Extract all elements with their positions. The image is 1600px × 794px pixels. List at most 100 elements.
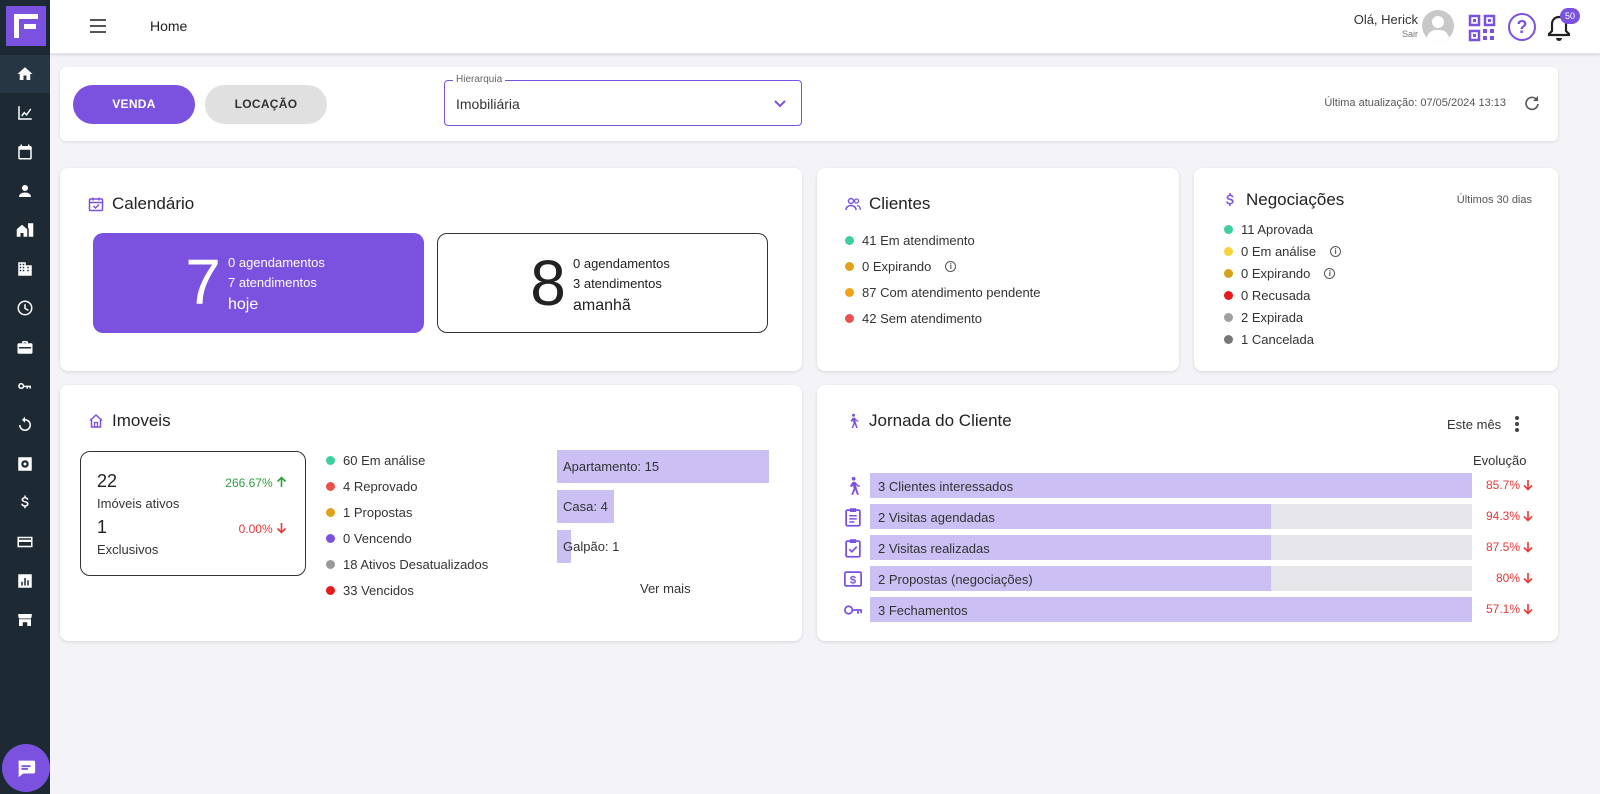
calendar-today-box[interactable]: 7 0 agendamentos 7 atendimentos hoje [93, 233, 424, 333]
info-icon[interactable]: i [1330, 245, 1342, 257]
menu-icon[interactable] [90, 19, 106, 33]
negotiation-stat-label: 0 Em análise [1241, 243, 1317, 259]
negotiation-stat-row[interactable]: 0 Em análise i [1224, 240, 1342, 262]
status-dot [326, 455, 335, 465]
negotiations-card-title: Negociações [1222, 190, 1344, 210]
calendar-check-icon [88, 197, 104, 212]
sidebar-item-properties[interactable] [0, 211, 50, 249]
journey-bar: 2 Visitas agendadas [870, 504, 1472, 529]
property-status-label: 1 Propostas [343, 504, 413, 520]
sidebar-item-condos[interactable] [0, 250, 50, 288]
people-icon [845, 197, 861, 211]
sidebar-item-business[interactable] [0, 328, 50, 366]
property-status-row[interactable]: 18 Ativos Desatualizados [326, 551, 488, 577]
sidebar-item-reports[interactable] [0, 562, 50, 600]
calendar-tomorrow-box[interactable]: 8 0 agendamentos 3 atendimentos amanhã [437, 233, 768, 333]
property-type-bar[interactable]: Casa: 4 [557, 490, 769, 523]
sidebar-item-home[interactable] [0, 55, 50, 93]
property-type-bar-fill [557, 490, 614, 523]
calendar-card-title: Calendário [88, 194, 194, 214]
qr-code-icon[interactable] [1468, 14, 1496, 42]
evolution-header: Evolução [1473, 453, 1527, 468]
property-status-label: 33 Vencidos [343, 582, 414, 598]
property-status-row[interactable]: 33 Vencidos [326, 577, 488, 603]
svg-text:$: $ [850, 574, 857, 586]
journey-step-row[interactable]: 3 Fechamentos 57.1% [843, 597, 1533, 623]
refresh-icon[interactable] [1524, 95, 1540, 111]
dollar-icon [21, 495, 29, 509]
store-icon [18, 614, 32, 626]
sidebar-item-payments[interactable] [0, 523, 50, 561]
clients-stat-row[interactable]: 41 Em atendimento [845, 227, 1041, 253]
notification-badge: 50 [1560, 8, 1580, 24]
property-type-bar[interactable]: Apartamento: 15 [557, 450, 769, 483]
calendar-title: Calendário [112, 194, 195, 213]
journey-step-row[interactable]: $ 2 Propostas (negociações) 80% [843, 566, 1533, 592]
journey-step-row[interactable]: 2 Visitas realizadas 87.5% [843, 535, 1533, 561]
properties-summary-box: 22 Imóveis ativos 266.67% 1 Exclusivos 0… [80, 451, 306, 576]
property-type-bar[interactable]: Galpão: 1 [557, 530, 769, 563]
page-title: Home [150, 18, 188, 34]
property-status-row[interactable]: 4 Reprovado [326, 473, 488, 499]
avatar[interactable] [1422, 10, 1454, 42]
journey-step-change: 94.3% [1486, 509, 1533, 523]
negotiation-stat-row[interactable]: 0 Expirando i [1224, 262, 1341, 284]
tomorrow-number: 8 [530, 247, 566, 319]
journey-step-label: 3 Fechamentos [878, 603, 968, 618]
journey-step-change: 57.1% [1486, 602, 1533, 616]
ver-mais-link[interactable]: Ver mais [640, 581, 691, 596]
clients-stat-row[interactable]: 87 Com atendimento pendente [845, 279, 1041, 305]
clients-stat-row[interactable]: 42 Sem atendimento [845, 305, 1041, 331]
info-icon[interactable]: i [945, 260, 957, 272]
sidebar-item-vault[interactable] [0, 445, 50, 483]
journey-period[interactable]: Este mês [1447, 417, 1502, 432]
property-status-row[interactable]: 60 Em análise [326, 447, 488, 473]
sidebar-item-dashboard[interactable] [0, 94, 50, 132]
sidebar-item-renewals[interactable] [0, 406, 50, 444]
sidebar-item-keys[interactable] [0, 367, 50, 405]
arrow-down-icon [1523, 511, 1533, 522]
clients-stat-row[interactable]: 0 Expirando i [845, 253, 1041, 279]
journey-step-row[interactable]: 3 Clientes interessados 85.7% [843, 473, 1533, 499]
sidebar-item-finance[interactable] [0, 484, 50, 522]
sidebar-item-history[interactable] [0, 289, 50, 327]
status-dot [1224, 290, 1233, 300]
sidebar-item-people[interactable] [0, 172, 50, 210]
clock-icon [17, 300, 33, 316]
person-icon [19, 185, 31, 197]
locacao-button[interactable]: LOCAÇÃO [205, 85, 327, 124]
property-status-label: 0 Vencendo [343, 530, 412, 546]
logout-link[interactable]: Sair [1401, 29, 1418, 39]
help-icon[interactable]: ? [1508, 13, 1536, 41]
negotiation-stat-row[interactable]: 1 Cancelada [1224, 328, 1341, 350]
journey-step-pct: 85.7% [1485, 478, 1520, 492]
info-icon[interactable]: i [1324, 267, 1336, 279]
more-options-icon[interactable] [1515, 416, 1519, 432]
property-status-row[interactable]: 0 Vencendo [326, 525, 488, 551]
logo[interactable] [6, 6, 46, 46]
journey-card-title: Jornada do Cliente [845, 411, 1012, 431]
negotiation-stat-row[interactable]: 0 Recusada [1224, 284, 1341, 306]
negotiations-title: Negociações [1246, 190, 1345, 209]
office-icon [18, 262, 32, 276]
negotiation-stat-row[interactable]: 11 Aprovada [1224, 218, 1341, 240]
journey-step-row[interactable]: 2 Visitas agendadas 94.3% [843, 504, 1533, 530]
chat-button[interactable] [2, 744, 50, 792]
negotiations-period: Últimos 30 dias [1456, 194, 1532, 206]
venda-button[interactable]: VENDA [73, 85, 195, 124]
negotiation-stat-row[interactable]: 2 Expirada [1224, 306, 1341, 328]
refresh-icon [19, 416, 31, 431]
arrow-down-icon [1523, 604, 1533, 615]
property-status-row[interactable]: 1 Propostas [326, 499, 488, 525]
status-dot [1224, 334, 1233, 344]
key-icon [844, 605, 862, 615]
topbar: Home Olá, Herick Sair ? 50 [50, 0, 1600, 54]
exclusive-label: Exclusivos [97, 542, 159, 557]
journey-step-label: 2 Visitas agendadas [878, 510, 995, 525]
today-line1: 0 agendamentos [228, 255, 325, 270]
status-dot [326, 481, 335, 491]
hierarchy-select[interactable]: Hierarquia Imobiliária [444, 74, 802, 126]
properties-card: Imoveis 22 Imóveis ativos 266.67% 1 Excl… [60, 385, 802, 641]
sidebar-item-store[interactable] [0, 601, 50, 639]
sidebar-item-calendar[interactable] [0, 133, 50, 171]
